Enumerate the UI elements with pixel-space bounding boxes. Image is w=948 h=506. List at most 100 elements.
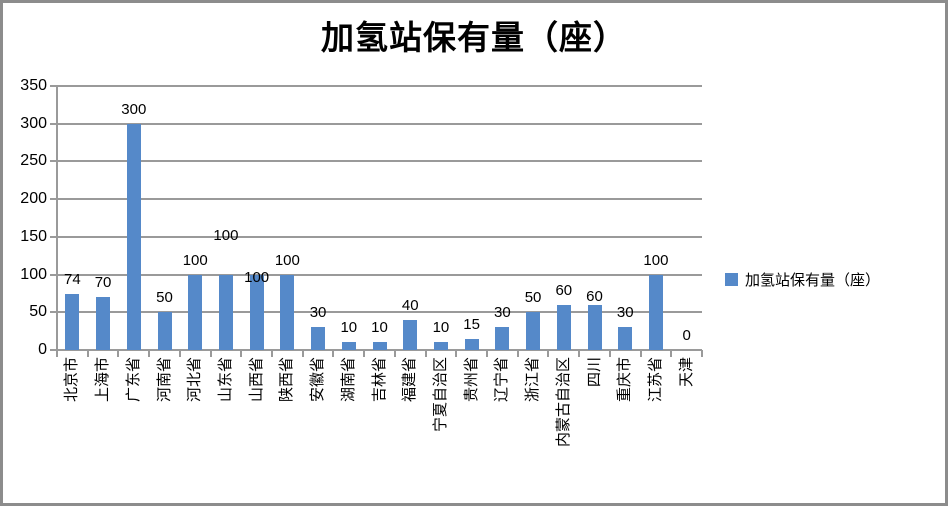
x-axis-label: 广东省 bbox=[125, 357, 142, 403]
gridline bbox=[57, 349, 702, 351]
bar-value-label: 74 bbox=[64, 271, 81, 289]
bar-value-label: 70 bbox=[94, 274, 112, 292]
x-axis-label: 山东省 bbox=[217, 357, 234, 403]
x-axis-tick-mark bbox=[117, 350, 120, 357]
bar-value-label: 100 bbox=[213, 226, 239, 244]
bar-value-label: 15 bbox=[463, 315, 480, 333]
bar-value-label: 100 bbox=[182, 251, 208, 269]
bar bbox=[126, 123, 141, 350]
x-axis-label: 河南省 bbox=[156, 357, 173, 403]
y-axis-tick-mark bbox=[50, 273, 57, 276]
x-axis-label: 北京市 bbox=[64, 357, 81, 403]
y-axis-tick-label: 300 bbox=[20, 114, 47, 132]
bar bbox=[280, 274, 295, 350]
x-axis-label: 重庆市 bbox=[617, 357, 634, 403]
x-axis-label: 湖南省 bbox=[340, 357, 357, 403]
bar bbox=[587, 304, 602, 350]
x-axis-label: 陕西省 bbox=[279, 357, 296, 403]
x-axis-label: 四川 bbox=[586, 357, 603, 388]
x-axis-label: 浙江省 bbox=[525, 357, 542, 403]
gridline bbox=[57, 311, 702, 314]
bar-value-label: 10 bbox=[340, 319, 358, 337]
x-axis-tick-mark bbox=[56, 350, 58, 357]
gridline bbox=[57, 160, 702, 163]
y-axis-tick-label: 150 bbox=[20, 227, 47, 245]
x-axis-tick-mark bbox=[578, 350, 581, 357]
x-axis-tick-mark bbox=[271, 350, 273, 357]
bar-value-label: 50 bbox=[156, 289, 173, 307]
gridline bbox=[57, 198, 702, 201]
legend-label: 加氢站保有量（座） bbox=[745, 273, 881, 289]
bar bbox=[311, 327, 326, 350]
bar-value-label: 30 bbox=[616, 304, 634, 322]
bar-value-label: 0 bbox=[682, 327, 691, 344]
x-axis-label: 内蒙古自治区 bbox=[555, 357, 572, 448]
x-axis-label: 安徽省 bbox=[310, 357, 327, 403]
x-axis-tick-mark bbox=[455, 350, 458, 357]
bar-value-label: 60 bbox=[586, 287, 603, 305]
x-axis-label: 福建省 bbox=[402, 357, 419, 403]
bar bbox=[218, 274, 233, 350]
chart-title: 加氢站保有量（座） bbox=[321, 21, 627, 57]
x-axis-label: 河北省 bbox=[187, 357, 204, 403]
y-axis-tick-mark bbox=[50, 349, 57, 351]
y-axis-tick-mark bbox=[50, 85, 57, 87]
x-axis-label: 吉林省 bbox=[371, 357, 388, 403]
bar-value-label: 50 bbox=[524, 289, 542, 307]
y-axis-tick-mark bbox=[50, 198, 57, 201]
x-axis-tick-mark bbox=[148, 350, 151, 357]
bar-value-label: 40 bbox=[401, 296, 419, 314]
x-axis-tick-mark bbox=[701, 350, 703, 357]
y-axis-line bbox=[56, 86, 58, 357]
x-axis-tick-mark bbox=[86, 350, 89, 357]
bar-value-label: 300 bbox=[121, 100, 147, 118]
x-axis-tick-mark bbox=[363, 350, 366, 357]
x-axis-label: 江苏省 bbox=[647, 357, 664, 403]
bar bbox=[188, 274, 203, 350]
bar bbox=[157, 312, 172, 350]
y-axis-tick-label: 350 bbox=[20, 77, 47, 94]
bar-value-label: 10 bbox=[432, 319, 450, 337]
x-axis-tick-mark bbox=[240, 350, 243, 357]
gridline bbox=[57, 273, 702, 276]
y-axis-tick-mark bbox=[50, 160, 57, 163]
gridline bbox=[57, 235, 702, 238]
bar bbox=[96, 297, 111, 350]
x-axis-tick-mark bbox=[178, 350, 181, 357]
x-axis-tick-mark bbox=[639, 350, 642, 357]
legend-swatch-icon bbox=[725, 273, 738, 286]
bar-value-label: 10 bbox=[371, 319, 388, 337]
bar bbox=[65, 294, 80, 350]
x-axis-label: 辽宁省 bbox=[494, 357, 511, 403]
bar bbox=[526, 312, 541, 350]
bar bbox=[618, 327, 633, 350]
y-axis-tick-mark bbox=[50, 235, 57, 238]
x-axis-tick-mark bbox=[424, 350, 427, 357]
x-axis-tick-mark bbox=[670, 350, 673, 357]
gridline bbox=[57, 122, 702, 125]
x-axis-tick-mark bbox=[332, 350, 335, 357]
bar bbox=[556, 304, 571, 350]
y-axis-tick-label: 250 bbox=[20, 152, 47, 170]
y-axis-tick-label: 100 bbox=[20, 265, 47, 283]
bar-value-label: 100 bbox=[244, 268, 270, 286]
x-axis-tick-mark bbox=[608, 350, 611, 357]
x-axis-label: 宁夏自治区 bbox=[432, 357, 449, 433]
bar-value-label: 100 bbox=[274, 251, 300, 269]
bar bbox=[464, 338, 479, 350]
bar bbox=[648, 274, 663, 350]
x-axis-tick-mark bbox=[516, 350, 519, 357]
x-axis-tick-mark bbox=[209, 350, 212, 357]
bar-value-label: 60 bbox=[555, 281, 573, 299]
x-axis-tick-mark bbox=[301, 350, 304, 357]
y-axis-tick-label: 200 bbox=[20, 190, 47, 208]
y-axis-tick-label: 0 bbox=[38, 341, 47, 358]
bar-value-label: 30 bbox=[309, 304, 327, 322]
x-axis-label: 天津 bbox=[678, 357, 695, 388]
x-axis-label: 上海市 bbox=[95, 357, 112, 403]
legend: 加氢站保有量（座） bbox=[725, 269, 880, 290]
bar-value-label: 100 bbox=[643, 251, 669, 269]
x-axis-tick-mark bbox=[393, 350, 396, 357]
bar bbox=[372, 342, 387, 350]
